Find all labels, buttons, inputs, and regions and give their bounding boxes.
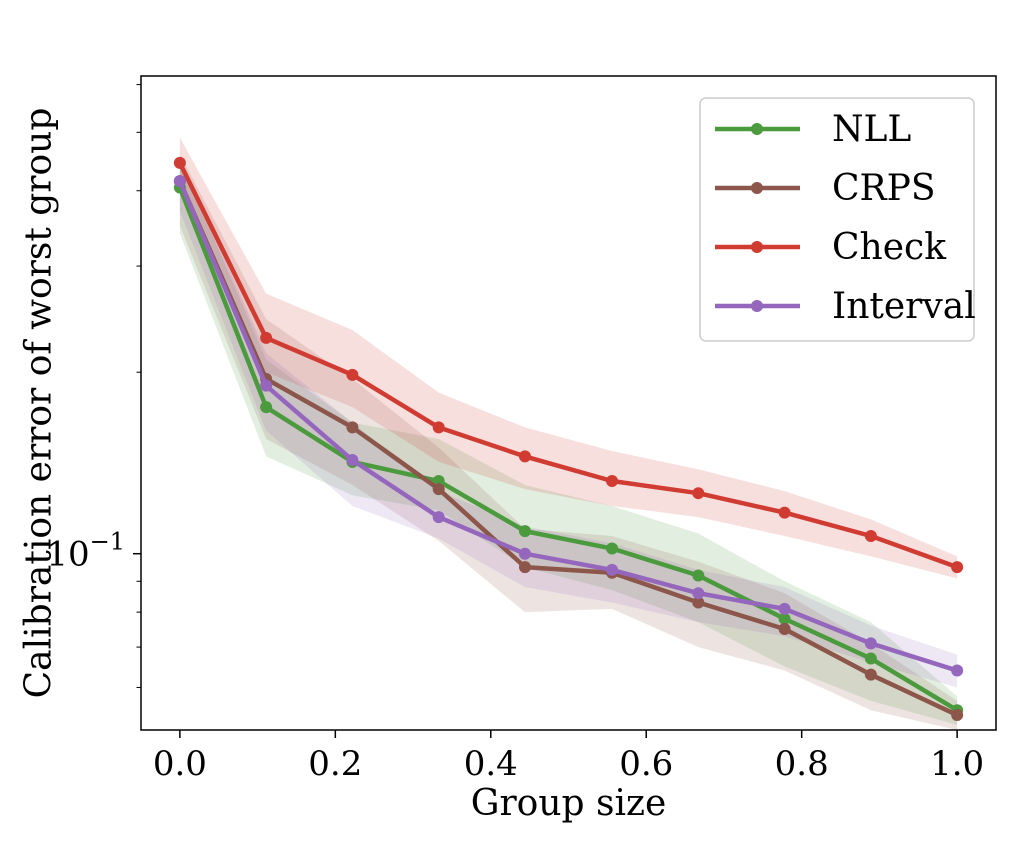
point-check [432,421,445,434]
y-axis: 10−1 [46,84,141,688]
y-axis-label: Calibration error of worst group [19,108,60,699]
line-nll [177,185,960,713]
point-interval [778,602,791,615]
point-crps [778,623,791,636]
point-check [951,561,964,574]
point-check [864,529,877,542]
point-nll [606,542,619,555]
band-crps [179,154,958,730]
legend-item-check: Check [715,227,947,268]
legend-label: NLL [832,109,911,150]
legend-item-interval: Interval [715,286,976,327]
point-check [260,331,273,344]
point-check [173,156,186,169]
point-check [346,368,359,381]
legend-label: Interval [832,286,976,327]
point-interval [692,587,705,600]
series-lines [173,156,964,722]
plot-frame [140,75,997,731]
line-crps [177,178,960,718]
point-interval [260,379,273,392]
point-check [692,487,705,500]
point-check [778,506,791,519]
point-crps [346,421,359,434]
point-interval [432,511,445,524]
band-nll [179,159,958,725]
x-tick-label: 0.0 [153,744,207,784]
band-interval [179,157,958,688]
band-check [179,137,958,579]
point-interval [864,637,877,650]
x-tick-label: 0.6 [619,744,673,784]
point-interval [346,454,359,467]
x-axis: 0.0 0.2 0.4 0.6 0.8 1.0 [153,730,984,784]
point-interval [951,664,964,677]
legend-label: CRPS [832,168,936,209]
point-check [518,450,531,463]
point-interval [173,175,186,188]
series-check [173,156,964,574]
legend-marker [751,241,763,253]
point-nll [778,612,791,625]
point-crps [864,668,877,681]
point-nll [864,652,877,665]
point-nll [692,569,705,582]
x-axis-label: Group size [471,783,667,824]
line-interval [177,178,960,673]
line-check [177,160,960,570]
point-crps [432,483,445,496]
point-nll [518,525,531,538]
point-interval [606,563,619,576]
y-tick-label: 10−1 [46,528,125,575]
x-tick-label: 1.0 [930,744,984,784]
x-tick-label: 0.2 [308,744,362,784]
point-nll [260,401,273,414]
legend-item-nll: NLL [715,109,911,150]
x-tick-label: 0.8 [775,744,829,784]
point-crps [951,709,964,722]
legend-marker [751,300,763,312]
legend-marker [751,123,763,135]
legend-item-crps: CRPS [715,168,936,209]
x-tick-label: 0.4 [464,744,518,784]
point-interval [518,547,531,560]
legend-marker [751,182,763,194]
legend-label: Check [832,227,947,268]
confidence-bands [179,137,958,730]
point-crps [518,561,531,574]
series-interval [173,175,964,677]
point-crps [692,596,705,609]
point-check [606,475,619,488]
legend-box [699,97,975,342]
legend: NLL CRPS Check Interval [699,97,976,342]
